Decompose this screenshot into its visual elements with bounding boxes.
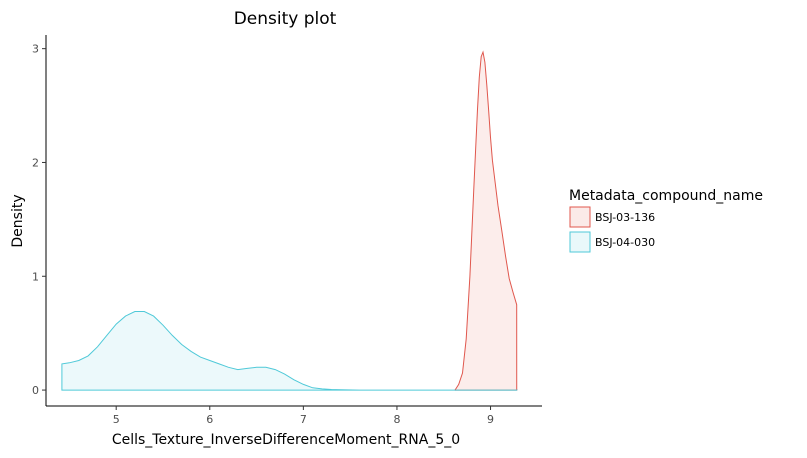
x-axis-ticks: 5 6 7 8 9 <box>113 406 494 426</box>
legend: Metadata_compound_name BSJ-03-136 BSJ-04-… <box>569 188 763 253</box>
legend-key-bsj-04-030 <box>569 231 591 253</box>
x-tick-label: 8 <box>393 413 400 426</box>
y-axis-ticks: 0 1 2 3 <box>32 43 46 397</box>
legend-title: Metadata_compound_name <box>569 188 763 204</box>
y-tick-label: 3 <box>32 43 39 56</box>
legend-items: BSJ-03-136 BSJ-04-030 <box>569 206 655 253</box>
x-tick-label: 7 <box>300 413 307 426</box>
legend-label-bsj-04-030: BSJ-04-030 <box>595 236 655 249</box>
x-axis-title: Cells_Texture_InverseDifferenceMoment_RN… <box>112 432 460 448</box>
x-tick-label: 5 <box>113 413 120 426</box>
plot-area <box>61 50 518 391</box>
legend-label-bsj-03-136: BSJ-03-136 <box>595 211 655 224</box>
y-tick-label: 2 <box>32 156 39 169</box>
density-area-bsj-03-136 <box>453 50 518 391</box>
y-tick-label: 1 <box>32 270 39 283</box>
chart-title: Density plot <box>234 9 337 29</box>
y-axis-title: Density <box>10 194 26 247</box>
x-tick-label: 6 <box>206 413 213 426</box>
density-area-bsj-04-030 <box>61 311 518 391</box>
legend-key-bsj-03-136 <box>569 206 591 228</box>
y-tick-label: 0 <box>32 384 39 397</box>
x-tick-label: 9 <box>487 413 494 426</box>
